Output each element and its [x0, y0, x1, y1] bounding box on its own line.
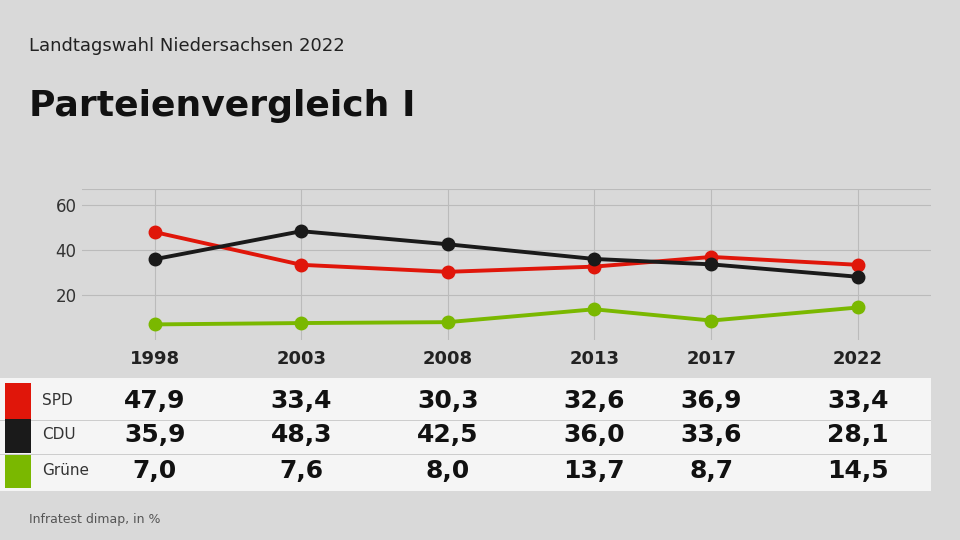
Text: 48,3: 48,3: [271, 423, 332, 447]
Text: 1998: 1998: [130, 350, 180, 368]
Text: Parteienvergleich I: Parteienvergleich I: [29, 89, 416, 123]
FancyBboxPatch shape: [5, 455, 31, 488]
Text: 7,6: 7,6: [279, 459, 324, 483]
FancyBboxPatch shape: [5, 419, 31, 453]
Text: 36,0: 36,0: [564, 423, 625, 447]
FancyBboxPatch shape: [5, 382, 31, 419]
Text: 35,9: 35,9: [124, 423, 185, 447]
Text: 7,0: 7,0: [132, 459, 177, 483]
Text: 2013: 2013: [569, 350, 619, 368]
Text: Landtagswahl Niedersachsen 2022: Landtagswahl Niedersachsen 2022: [29, 37, 345, 55]
Text: 30,3: 30,3: [417, 389, 479, 413]
Text: 8,7: 8,7: [689, 459, 733, 483]
Text: Grüne: Grüne: [42, 463, 89, 478]
Text: 36,9: 36,9: [681, 389, 742, 413]
Text: 28,1: 28,1: [828, 423, 889, 447]
Text: 33,4: 33,4: [271, 389, 332, 413]
Text: 42,5: 42,5: [417, 423, 478, 447]
Text: CDU: CDU: [42, 427, 76, 442]
Text: 33,6: 33,6: [681, 423, 742, 447]
Text: 2017: 2017: [686, 350, 736, 368]
Text: 2022: 2022: [833, 350, 883, 368]
Text: Infratest dimap, in %: Infratest dimap, in %: [29, 514, 160, 526]
Text: 32,6: 32,6: [564, 389, 625, 413]
Text: 13,7: 13,7: [564, 459, 625, 483]
Text: 8,0: 8,0: [425, 459, 470, 483]
Text: SPD: SPD: [42, 393, 73, 408]
Text: 2003: 2003: [276, 350, 326, 368]
Text: 33,4: 33,4: [828, 389, 889, 413]
Text: 14,5: 14,5: [828, 459, 889, 483]
Text: 47,9: 47,9: [124, 389, 185, 413]
Text: 2008: 2008: [422, 350, 473, 368]
